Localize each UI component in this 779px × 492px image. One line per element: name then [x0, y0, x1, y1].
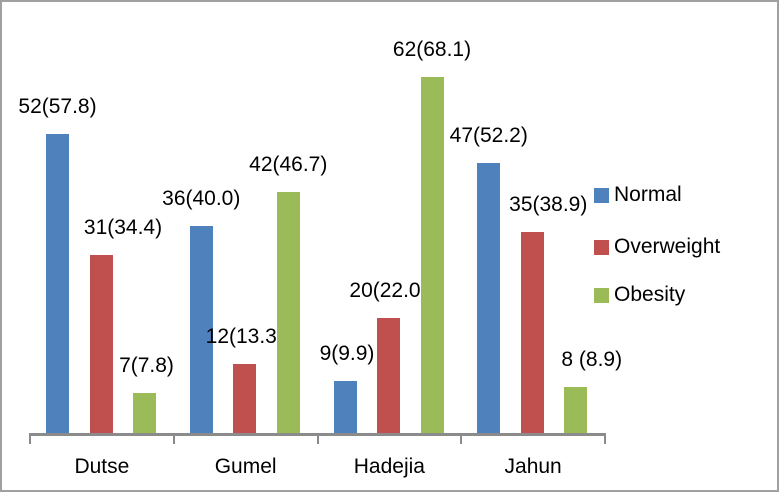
x-axis-tick [460, 433, 463, 444]
category-label-dutse: Dutse [74, 455, 130, 478]
data-label-normal-hadejia: 9(9.9) [319, 342, 375, 366]
bar-normal-dutse [46, 134, 69, 433]
legend-swatch-normal [594, 187, 609, 203]
bar-normal-gumel [189, 226, 213, 433]
legend-swatch-obesity [594, 287, 609, 303]
bar-overweight-dutse [89, 254, 113, 433]
data-label-normal-gumel: 36(40.0) [162, 187, 241, 210]
bar-obesity-hadejia [420, 76, 444, 433]
x-axis-tick [29, 433, 31, 444]
data-label-overweight-jahun: 35(38.9) [509, 192, 588, 216]
data-label-obesity-hadejia: 62(68.1) [392, 37, 472, 61]
data-label-overweight-dutse: 31(34.4) [83, 215, 163, 239]
bar-overweight-jahun [520, 231, 544, 433]
x-axis-tick [604, 433, 606, 444]
data-label-overweight-hadejia: 20(22.0) [349, 279, 428, 302]
bar-obesity-jahun [564, 387, 588, 433]
legend-label-overweight: Overweight [614, 235, 721, 258]
legend-label-obesity: Obesity [614, 283, 686, 306]
category-label-hadejia: Hadejia [353, 455, 425, 478]
data-label-normal-jahun: 47(52.2) [449, 123, 528, 147]
data-label-normal-dutse: 52(57.8) [18, 95, 97, 118]
x-axis-tick [316, 433, 319, 444]
legend-swatch-overweight [594, 239, 609, 255]
legend-item-overweight: Overweight [594, 236, 720, 258]
bar-normal-jahun [477, 162, 501, 433]
legend-item-normal: Normal [594, 184, 682, 206]
bar-overweight-gumel [233, 364, 257, 433]
x-axis-tick [172, 433, 175, 444]
category-label-jahun: Jahun [504, 455, 562, 478]
data-label-obesity-dutse: 7(7.8) [119, 353, 174, 377]
bar-overweight-hadejia [377, 318, 400, 433]
data-label-obesity-jahun: 8 (8.9) [561, 348, 623, 371]
legend-label-normal: Normal [614, 183, 682, 206]
bar-obesity-dutse [133, 392, 156, 433]
data-label-obesity-gumel: 42(46.7) [249, 152, 328, 176]
legend-item-obesity: Obesity [594, 284, 685, 306]
bar-normal-hadejia [333, 381, 357, 433]
bar-obesity-gumel [276, 191, 300, 433]
data-label-overweight-gumel: 12(13.3) [205, 325, 284, 348]
category-label-gumel: Gumel [214, 455, 277, 478]
